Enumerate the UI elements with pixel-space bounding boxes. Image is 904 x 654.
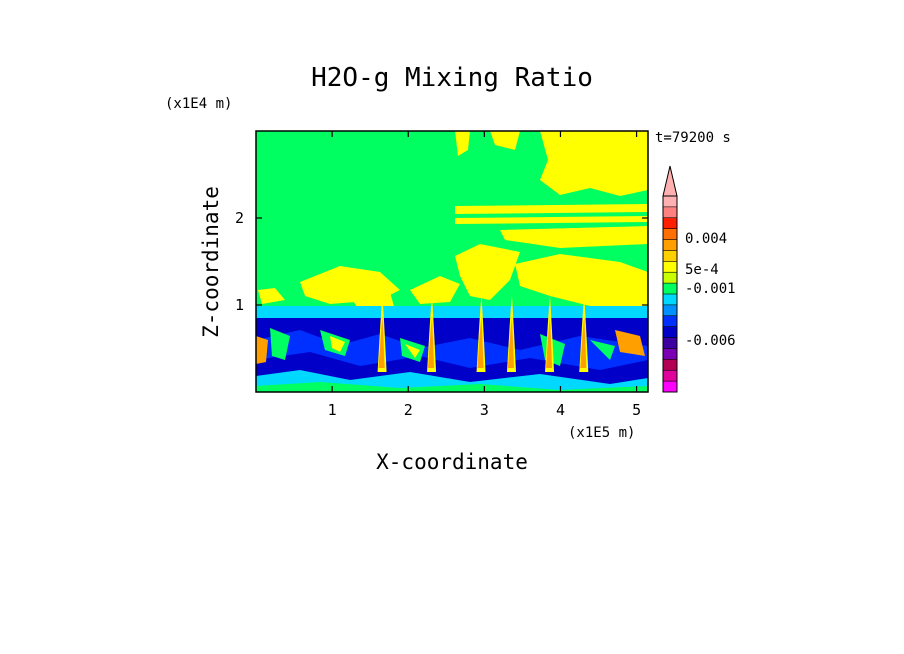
x-axis: 1 2 3 4 5 bbox=[328, 131, 641, 419]
y-axis-label: Z-coordinate bbox=[199, 186, 223, 338]
colorbar-swatch-7 bbox=[663, 304, 677, 317]
x-tick-label-0: 1 bbox=[328, 401, 337, 419]
colorbar-swatch-9 bbox=[663, 283, 677, 295]
colorbar-swatch-4 bbox=[663, 337, 677, 349]
x-tick-label-3: 4 bbox=[556, 401, 565, 419]
colorbar-swatch-11 bbox=[663, 261, 677, 273]
colorbar-swatch-10 bbox=[663, 272, 677, 284]
colorbar-swatch-8 bbox=[663, 294, 677, 306]
colorbar-swatch-3 bbox=[663, 348, 677, 360]
colorbar-label-3: -0.006 bbox=[685, 333, 736, 349]
plot-frame bbox=[255, 130, 649, 393]
y-axis: 12 bbox=[235, 209, 648, 314]
colorbar-swatch-12 bbox=[663, 250, 677, 262]
y-tick-label-0: 1 bbox=[235, 296, 244, 314]
colorbar-swatch-16 bbox=[663, 206, 677, 219]
colorbar-swatch-13 bbox=[663, 239, 677, 251]
x-unit-label: (x1E5 m) bbox=[568, 425, 635, 441]
plume-core-0 bbox=[378, 318, 385, 368]
plume-core-1 bbox=[428, 318, 435, 368]
plume-core-4 bbox=[546, 318, 553, 368]
y-unit-label: (x1E4 m) bbox=[165, 96, 232, 112]
cyan-band bbox=[256, 306, 648, 318]
colorbar-label-1: 5e-4 bbox=[685, 262, 719, 278]
colorbar-swatch-0 bbox=[663, 381, 677, 393]
colorbar-swatch-5 bbox=[663, 326, 677, 338]
x-tick-label-4: 5 bbox=[632, 401, 641, 419]
x-axis-label: X-coordinate bbox=[376, 450, 528, 474]
x-tick-label-2: 3 bbox=[480, 401, 489, 419]
colorbar-swatch-15 bbox=[663, 217, 677, 229]
colorbar-label-0: 0.004 bbox=[685, 231, 727, 247]
colorbar-labels: 0.004 5e-4 -0.001 -0.006 bbox=[685, 231, 736, 349]
plume-core-2 bbox=[477, 318, 484, 368]
plume-core-3 bbox=[507, 318, 514, 368]
x-tick-label-1: 2 bbox=[404, 401, 413, 419]
yellow-regions bbox=[258, 131, 648, 312]
plume-group bbox=[377, 296, 589, 372]
plot-area bbox=[256, 131, 648, 392]
y-tick-label-1: 2 bbox=[235, 209, 244, 227]
plume-core-5 bbox=[580, 318, 587, 368]
colorbar-swatch-14 bbox=[663, 228, 677, 240]
colorbar-swatch-17 bbox=[663, 196, 677, 208]
time-label: t=79200 s bbox=[655, 130, 731, 146]
colorbar-swatch-1 bbox=[663, 370, 677, 382]
colorbar-swatch-2 bbox=[663, 359, 677, 371]
colorbar-swatch-6 bbox=[663, 315, 677, 327]
colorbar-label-2: -0.001 bbox=[685, 281, 736, 297]
colorbar bbox=[662, 165, 678, 393]
chart-title: H2O-g Mixing Ratio bbox=[311, 63, 593, 93]
colorbar-extend-arrow bbox=[662, 165, 678, 197]
